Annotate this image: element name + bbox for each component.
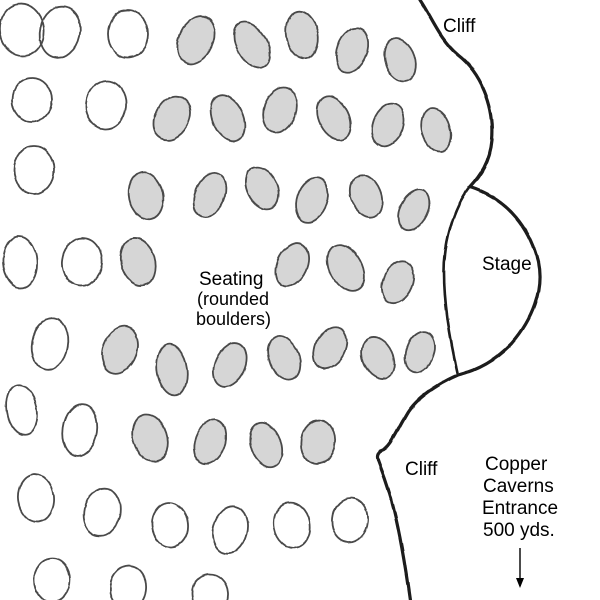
boulder <box>115 234 161 290</box>
label-entrance-line3: Entrance <box>482 498 558 519</box>
boulder <box>146 90 198 147</box>
amphitheater-diagram: Cliff Stage Cliff Seating (rounded bould… <box>0 0 600 600</box>
boulder <box>330 23 374 76</box>
boulder <box>188 415 232 468</box>
boulder <box>355 332 400 384</box>
boulder <box>59 235 105 288</box>
boulder <box>244 418 288 471</box>
boulder <box>282 9 322 62</box>
boulder <box>207 338 253 392</box>
boulder <box>310 91 357 145</box>
label-entrance-line1: Copper <box>485 454 548 475</box>
boulder <box>416 105 455 155</box>
boulder <box>306 322 353 375</box>
boulder <box>291 173 334 226</box>
boulder <box>205 90 252 146</box>
boulder <box>344 170 388 222</box>
boulder <box>79 485 124 539</box>
label-entrance-line2: Caverns <box>483 476 554 497</box>
boulder <box>28 315 72 372</box>
boulder <box>126 410 173 466</box>
boulder <box>3 383 41 437</box>
label-seating-line2: (rounded <box>197 289 269 309</box>
down-arrow-icon <box>516 548 524 588</box>
label-stage: Stage <box>482 254 532 275</box>
boulder <box>35 2 85 61</box>
boulder <box>227 16 278 74</box>
boulder <box>392 184 436 236</box>
boulder <box>269 238 315 292</box>
boulder <box>239 162 285 215</box>
label-seating-line1: Seating <box>199 269 263 290</box>
label-cliff-bottom: Cliff <box>405 459 438 480</box>
boulder <box>187 168 232 222</box>
boulder <box>379 34 421 85</box>
stage-inner-curve <box>444 187 470 375</box>
boulder <box>270 499 313 551</box>
boulder <box>150 501 190 549</box>
boulder <box>108 10 148 58</box>
boulder <box>96 322 144 379</box>
boulder <box>330 496 370 544</box>
boulder <box>16 472 57 524</box>
boulder <box>376 256 420 308</box>
boulder <box>60 402 101 458</box>
boulder <box>208 503 253 558</box>
boulder <box>34 558 70 600</box>
boulder <box>366 99 409 151</box>
boulder <box>14 146 54 194</box>
boulder <box>258 83 303 137</box>
label-seating-line3: boulders) <box>196 309 271 329</box>
boulder <box>84 79 129 131</box>
boulder <box>298 418 338 466</box>
boulder <box>124 169 167 223</box>
labels-group: Cliff Stage Cliff Seating (rounded bould… <box>196 16 558 541</box>
label-entrance-line4: 500 yds. <box>483 520 555 541</box>
boulder <box>12 78 52 122</box>
boulder <box>107 564 149 600</box>
boulder <box>320 238 372 297</box>
boulder <box>1 235 39 289</box>
boulder <box>170 10 221 70</box>
boulder <box>191 573 230 600</box>
boulder <box>400 327 441 376</box>
boulder <box>261 331 306 385</box>
label-cliff-top: Cliff <box>443 16 476 37</box>
boulder <box>154 342 191 398</box>
